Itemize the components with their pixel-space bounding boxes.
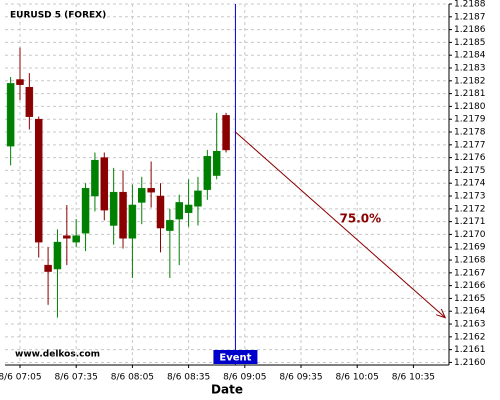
y-tick-label: 1.2163	[454, 320, 486, 330]
projection-arrow	[235, 131, 445, 318]
projection-label: 75.0%	[340, 211, 382, 225]
candle-body	[194, 190, 202, 207]
y-tick-label: 1.2188	[454, 0, 486, 10]
candle-body	[109, 191, 118, 226]
y-tick-label: 1.2173	[454, 192, 486, 202]
candle-body	[16, 79, 24, 85]
y-tick-label: 1.2175	[454, 166, 486, 176]
watermark: www.delkos.com	[15, 350, 100, 360]
candle-body	[81, 188, 90, 234]
candle-body	[91, 159, 99, 197]
candle-body	[156, 195, 165, 229]
candle-body	[212, 150, 221, 176]
y-tick-label: 1.2186	[454, 25, 486, 35]
y-tick-label: 1.2167	[454, 268, 486, 278]
candle-body	[25, 86, 34, 117]
x-tick-label: 8/6 10:35	[392, 373, 435, 383]
y-tick-label: 1.2183	[454, 64, 486, 74]
x-tick-label: 8/6 07:35	[55, 373, 98, 383]
candle-body	[119, 191, 127, 239]
x-tick-label: 8/6 09:05	[223, 373, 266, 383]
y-tick-label: 1.2187	[454, 12, 486, 22]
candle-body	[63, 235, 71, 239]
y-tick-label: 1.2160	[454, 358, 486, 368]
candle-body	[184, 204, 193, 213]
y-tick-label: 1.2181	[454, 89, 486, 99]
y-tick-label: 1.2170	[454, 230, 486, 240]
y-tick-label: 1.2178	[454, 128, 486, 138]
candle-body	[53, 241, 62, 270]
y-tick-label: 1.2168	[454, 256, 486, 266]
candle-body	[166, 220, 174, 231]
y-tick-label: 1.2172	[454, 204, 486, 214]
y-tick-label: 1.2165	[454, 294, 486, 304]
chart-title: EURUSD 5 (FOREX)	[10, 11, 106, 21]
x-axis-label: Date	[211, 383, 243, 397]
x-tick-label: 8/6 10:05	[336, 373, 379, 383]
y-tick-label: 1.2169	[454, 243, 486, 253]
y-tick-label: 1.2161	[454, 345, 486, 355]
y-tick-label: 1.2184	[454, 51, 486, 61]
marks	[6, 47, 230, 318]
event-box	[213, 350, 258, 364]
candle-body	[222, 115, 230, 151]
candle-body	[44, 264, 52, 272]
y-tick-label: 1.2162	[454, 332, 486, 342]
plot-area	[5, 4, 449, 365]
candle-body	[34, 118, 43, 243]
y-tick-label: 1.2171	[454, 217, 486, 227]
x-tick-label: 8/6 08:35	[167, 373, 210, 383]
candle-body	[147, 188, 155, 193]
x-tick-label: 8/6 07:05	[0, 373, 42, 383]
y-tick-label: 1.2164	[454, 307, 486, 317]
event-label: Event	[219, 353, 251, 364]
x-tick-label: 8/6 08:05	[111, 373, 154, 383]
candle-body	[72, 235, 80, 243]
y-tick-label: 1.2176	[454, 153, 486, 163]
candle-body	[175, 202, 183, 220]
candle-body	[138, 188, 146, 203]
y-tick-label: 1.2179	[454, 115, 486, 125]
y-tick-label: 1.2180	[454, 102, 486, 112]
y-tick-label: 1.2185	[454, 38, 486, 48]
y-tick-label: 1.2177	[454, 140, 486, 150]
candle-body	[6, 83, 15, 147]
y-tick-label: 1.2166	[454, 281, 486, 291]
grid	[5, 3, 449, 365]
y-tick-label: 1.2174	[454, 179, 486, 189]
x-tick-label: 8/6 09:35	[279, 373, 322, 383]
candle-body	[128, 204, 137, 239]
candle-body	[100, 157, 109, 211]
y-tick-label: 1.2182	[454, 76, 486, 86]
candle-body	[203, 156, 212, 190]
